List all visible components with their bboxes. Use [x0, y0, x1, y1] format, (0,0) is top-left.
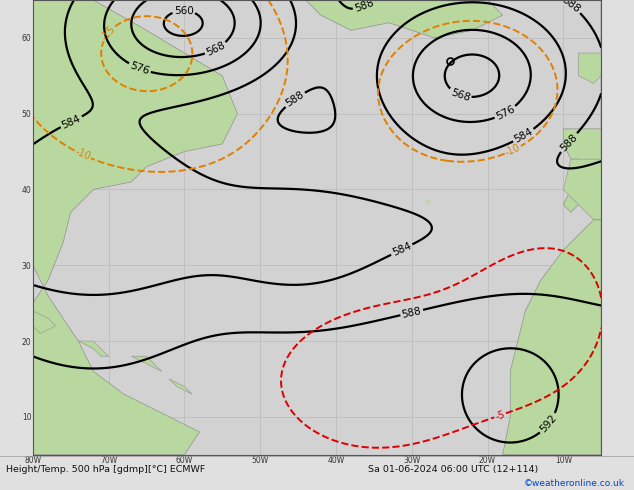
Text: -15: -15 [100, 24, 117, 42]
Text: 584: 584 [391, 241, 413, 258]
Polygon shape [33, 0, 237, 455]
Polygon shape [306, 0, 503, 38]
Text: -10: -10 [74, 147, 92, 162]
Text: 588: 588 [559, 132, 579, 153]
Polygon shape [563, 159, 601, 220]
Polygon shape [78, 341, 108, 356]
Text: ©weatheronline.co.uk: ©weatheronline.co.uk [524, 479, 624, 488]
Text: 584: 584 [512, 126, 534, 145]
Text: 568: 568 [205, 40, 227, 58]
Polygon shape [503, 220, 601, 455]
Text: 584: 584 [60, 113, 82, 130]
Text: 588: 588 [353, 0, 375, 14]
Polygon shape [131, 356, 162, 371]
Polygon shape [33, 311, 56, 334]
Text: Height/Temp. 500 hPa [gdmp][°C] ECMWF: Height/Temp. 500 hPa [gdmp][°C] ECMWF [6, 465, 205, 474]
Text: 588: 588 [284, 90, 306, 109]
Text: 576: 576 [495, 104, 517, 122]
Text: 588: 588 [401, 306, 422, 319]
Text: Sa 01-06-2024 06:00 UTC (12+114): Sa 01-06-2024 06:00 UTC (12+114) [368, 465, 538, 474]
Text: -10: -10 [503, 143, 522, 158]
Polygon shape [578, 53, 601, 83]
Text: 588: 588 [560, 0, 582, 15]
Text: 568: 568 [449, 87, 471, 103]
Polygon shape [563, 0, 601, 212]
Text: -5: -5 [494, 409, 506, 421]
Polygon shape [169, 379, 192, 394]
Text: 560: 560 [174, 6, 194, 16]
Text: 592: 592 [538, 413, 559, 435]
Text: 576: 576 [129, 60, 151, 76]
